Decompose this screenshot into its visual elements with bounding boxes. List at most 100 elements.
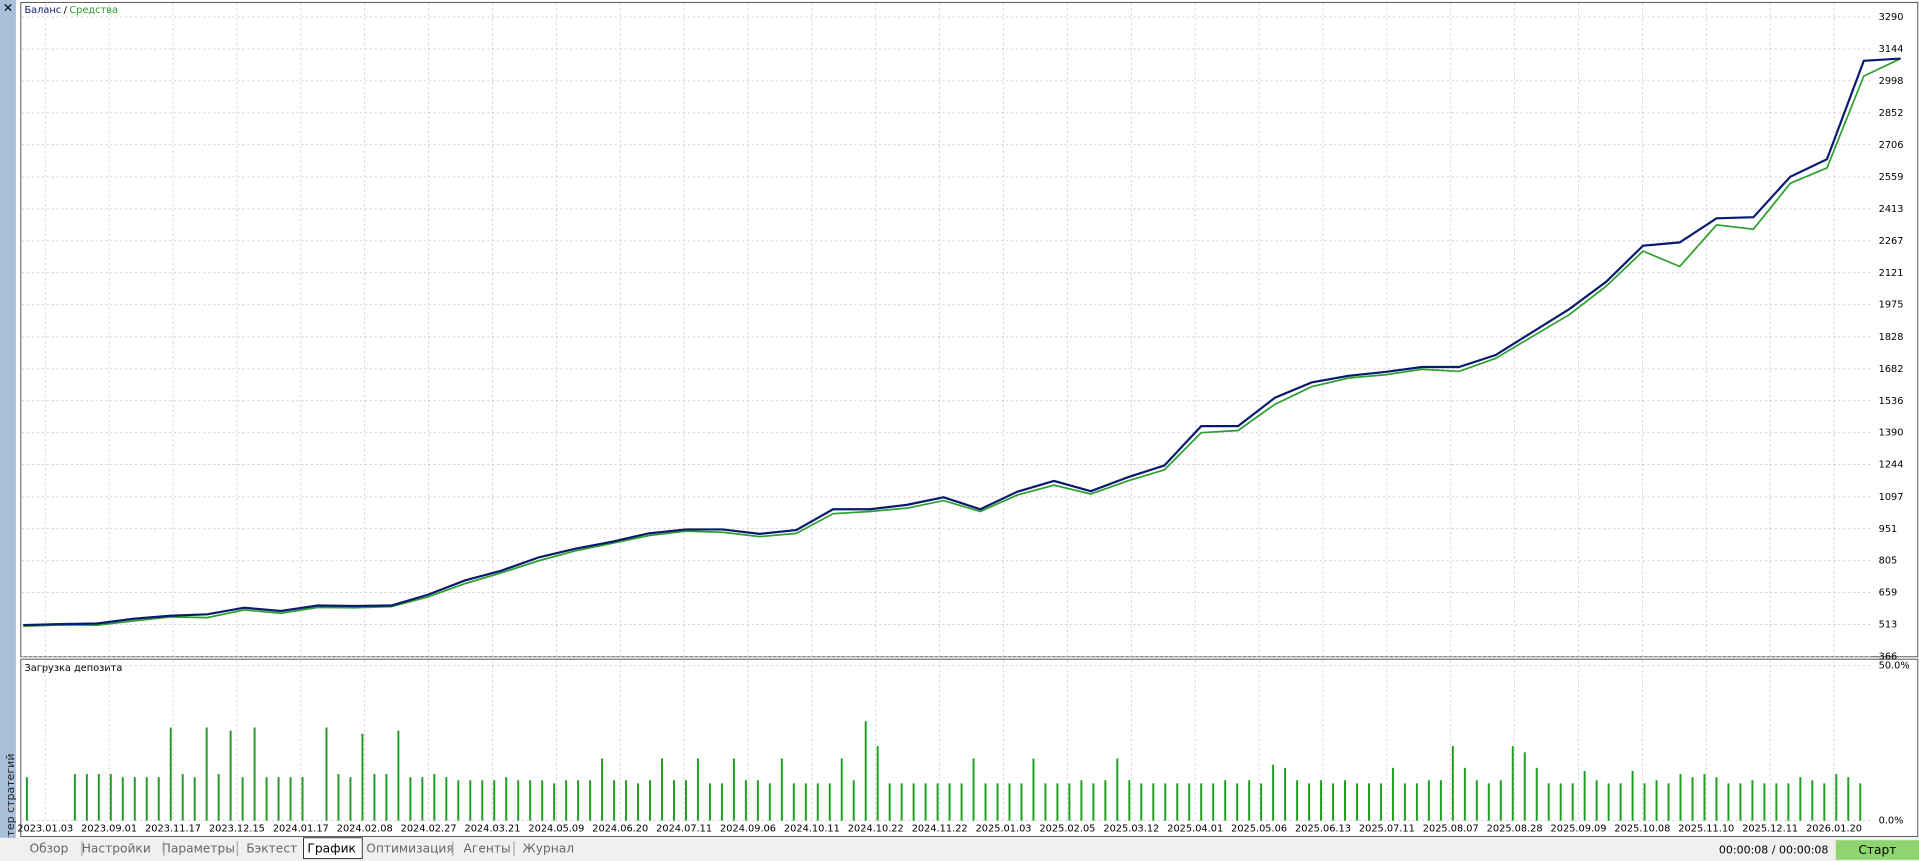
bar [1475,780,1478,821]
bar [936,783,939,821]
x-tick-label: 2025.08.28 [1487,824,1543,835]
y-tick-label: 3144 [1879,44,1904,55]
bar [756,780,759,821]
y-tick-label: 2413 [1879,204,1904,215]
y-tick-label: 1244 [1879,460,1904,471]
bar [1619,783,1622,821]
x-tick-label: 2025.05.06 [1231,824,1287,835]
y-tick-label: 1975 [1879,300,1904,311]
bar [505,777,508,821]
y-tick-label: 0.0% [1879,816,1904,827]
bar [1212,783,1215,821]
bar [996,783,999,821]
bar [649,780,651,821]
bar [1248,780,1251,821]
bar [1439,780,1442,821]
tab[interactable]: Обзор [30,841,69,855]
bar [1164,783,1167,821]
y-tick-label: 1682 [1879,364,1904,375]
bar [1427,780,1430,821]
bar [1667,783,1670,821]
bar [97,774,100,821]
bar [1811,780,1814,821]
x-tick-label: 2025.12.11 [1742,824,1798,835]
bar [1056,783,1059,821]
tab[interactable]: Бэктест [246,841,297,855]
bar [1332,783,1335,821]
bar [445,777,448,821]
bar [157,777,160,821]
x-tick-label: 2025.03.12 [1103,824,1159,835]
tab[interactable]: График [307,841,355,855]
series-line [23,57,1901,627]
bar [1415,783,1418,821]
bar [661,758,663,821]
bar [529,780,532,821]
bar [277,777,280,821]
y-tick-label: 1097 [1879,492,1904,503]
bar [433,774,436,821]
tab-bar [0,837,1919,861]
bar [601,758,604,821]
x-tick-label: 2023.09.01 [81,824,137,835]
bar [493,780,496,821]
bar [864,721,867,821]
bar [1200,783,1203,821]
tab[interactable]: Агенты [464,841,511,855]
bar [265,777,268,821]
bar [1356,783,1358,821]
bar [1020,783,1023,821]
x-tick-label: 2023.11.17 [145,824,201,835]
bar [301,777,304,821]
start-button[interactable] [1835,840,1919,860]
bar [517,780,520,821]
balance-panel [20,1,1919,658]
x-tick-label: 2024.02.27 [401,824,457,835]
bar [1068,783,1071,821]
bar [1571,783,1574,821]
bar [253,727,256,821]
bar [169,727,172,821]
x-tick-label: 2024.07.11 [656,824,712,835]
bar [73,774,76,821]
start-label[interactable]: Старт [1858,843,1896,857]
bar [1595,780,1598,821]
y-tick-label: 659 [1879,588,1898,599]
bar [625,780,628,821]
tab[interactable]: Журнал [523,841,574,855]
x-tick-label: 2024.01.17 [273,824,329,835]
bar [1320,780,1323,821]
bar [25,777,28,821]
bar [133,777,136,821]
tab[interactable]: Оптимизация [366,841,453,855]
bar [325,727,328,821]
bar [553,783,556,821]
close-icon[interactable]: ✕ [3,1,13,15]
bar [1499,780,1502,821]
bar [1092,783,1095,821]
bar [1739,783,1742,821]
y-tick-label: 2559 [1879,172,1904,183]
x-tick-label: 2024.09.06 [720,824,776,835]
bar [109,774,112,821]
y-tick-label: 513 [1879,620,1898,631]
bar [577,780,580,821]
bar [888,783,891,821]
y-tick-label: 2852 [1879,108,1904,119]
tab[interactable]: Параметры [162,841,235,855]
y-tick-label: 2121 [1879,268,1904,279]
bar [1032,758,1035,821]
bar [1643,783,1646,821]
bar [1535,767,1538,821]
bar [397,730,400,821]
bar [673,780,675,821]
tab[interactable]: Настройки [82,841,151,855]
x-tick-label: 2025.06.13 [1295,824,1351,835]
bar [373,774,376,821]
bar [1391,767,1394,821]
bar [1691,777,1694,821]
bar [85,774,88,821]
bar [193,777,196,821]
bar [1655,780,1658,821]
